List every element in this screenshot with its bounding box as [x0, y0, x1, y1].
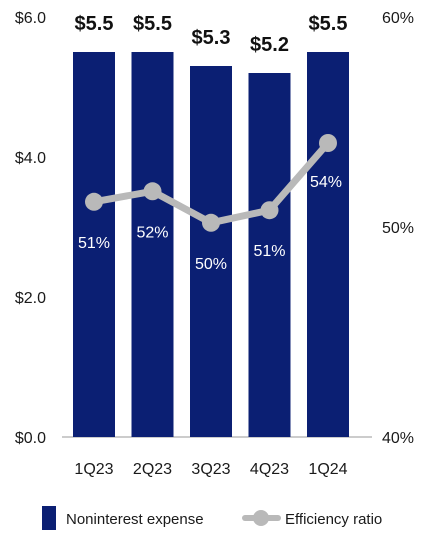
- efficiency-ratio-point: [202, 213, 220, 232]
- expense-bar-label: $5.5: [75, 13, 114, 35]
- left-axis-tick-label: $0.0: [15, 430, 46, 447]
- x-axis-tick-label: 4Q23: [250, 461, 289, 478]
- left-axis-ticks: $6.0 $4.0 $2.0 $0.0: [15, 10, 46, 447]
- efficiency-ratio-label: 51%: [78, 235, 110, 252]
- expense-bar-label: $5.3: [192, 27, 231, 49]
- bar-value-labels: $5.5 $5.5 $5.3 $5.2 $5.5: [75, 13, 348, 56]
- expense-bar: [73, 52, 115, 437]
- legend: Noninterest expense Efficiency ratio: [42, 506, 382, 530]
- left-axis-tick-label: $6.0: [15, 10, 46, 27]
- expense-bar: [131, 52, 174, 437]
- x-axis-tick-label: 1Q23: [74, 461, 113, 478]
- efficiency-line-series: 51% 52% 50% 51% 54%: [78, 134, 342, 273]
- efficiency-ratio-point: [143, 182, 162, 201]
- efficiency-ratio-point: [260, 201, 279, 220]
- left-axis-tick-label: $2.0: [15, 290, 46, 307]
- legend-label-expense: Noninterest expense: [66, 511, 204, 528]
- x-axis-tick-label: 1Q24: [308, 461, 347, 478]
- legend-swatch-expense: [42, 506, 56, 530]
- efficiency-ratio-label: 54%: [310, 174, 342, 191]
- right-axis-tick-label: 40%: [382, 430, 414, 447]
- x-axis-ticks: 1Q23 2Q23 3Q23 4Q23 1Q24: [74, 461, 347, 478]
- left-axis-tick-label: $4.0: [15, 150, 46, 167]
- right-axis-tick-label: 50%: [382, 220, 414, 237]
- legend-swatch-efficiency-point: [253, 510, 269, 526]
- expense-bar: [248, 73, 291, 437]
- x-axis-tick-label: 2Q23: [133, 461, 172, 478]
- efficiency-ratio-label: 52%: [136, 224, 168, 241]
- efficiency-ratio-label: 50%: [195, 256, 227, 273]
- expense-bar-label: $5.5: [133, 13, 172, 35]
- efficiency-ratio-point: [319, 134, 337, 152]
- expense-bar: [190, 66, 232, 437]
- right-axis-ticks: 60% 50% 40%: [382, 10, 414, 447]
- expense-bar-label: $5.5: [309, 13, 348, 35]
- bar-series: [73, 52, 349, 437]
- legend-label-efficiency: Efficiency ratio: [285, 511, 382, 528]
- x-axis-tick-label: 3Q23: [191, 461, 230, 478]
- efficiency-ratio-label: 51%: [253, 243, 285, 260]
- efficiency-ratio-point: [85, 192, 103, 211]
- expense-bar-label: $5.2: [250, 34, 289, 56]
- right-axis-tick-label: 60%: [382, 10, 414, 27]
- expense-bar: [307, 52, 349, 437]
